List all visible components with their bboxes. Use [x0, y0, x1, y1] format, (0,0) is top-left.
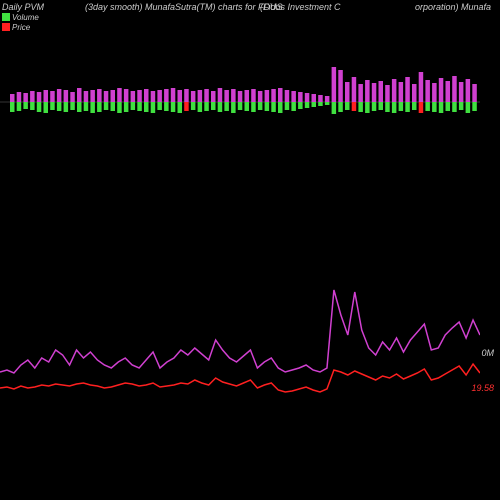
price-volume-line-chart	[0, 280, 480, 440]
title-left: Daily PVM	[2, 2, 44, 12]
title-right: orporation) Munafa	[415, 2, 491, 12]
title-mid2: (Fidus Investment C	[260, 2, 341, 12]
price-axis-label: 19.58	[471, 383, 494, 393]
legend: Volume Price	[2, 12, 39, 32]
volume-bar-chart	[0, 65, 480, 140]
legend-volume-label: Volume	[12, 13, 39, 22]
legend-price-label: Price	[12, 23, 30, 32]
price-swatch	[2, 23, 10, 31]
title-mid1: (3day smooth) MunafaSutra(TM) charts for…	[85, 2, 283, 12]
legend-price: Price	[2, 22, 39, 32]
legend-volume: Volume	[2, 12, 39, 22]
volume-swatch	[2, 13, 10, 21]
volume-axis-label: 0M	[481, 348, 494, 358]
